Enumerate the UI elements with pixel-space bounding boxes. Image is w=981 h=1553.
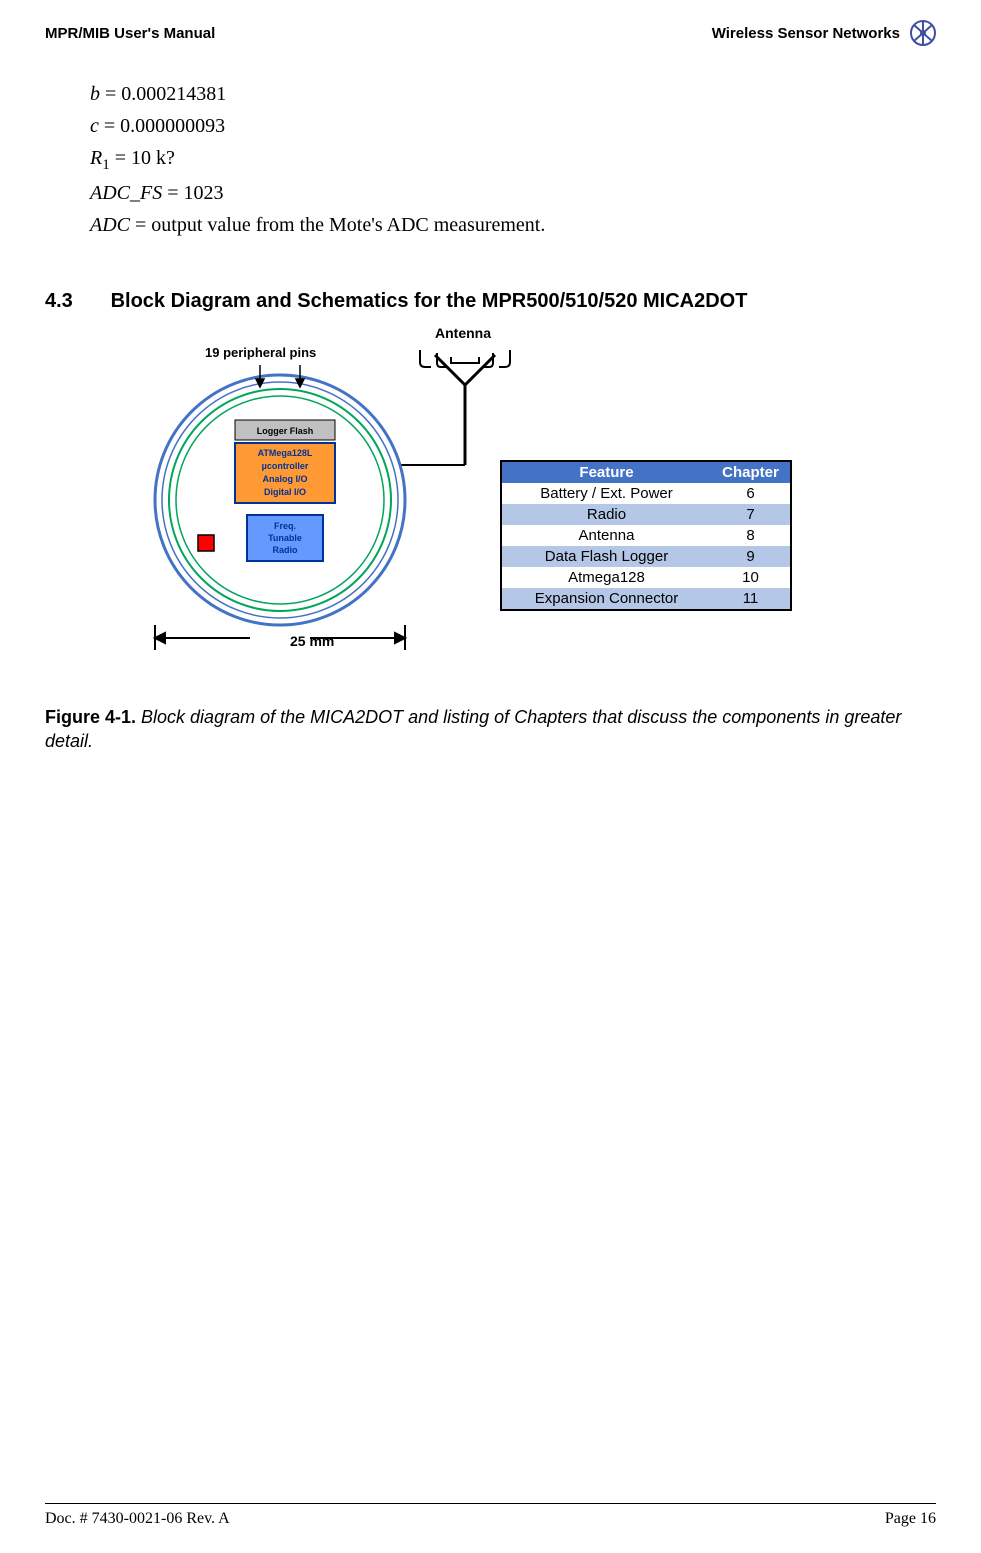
cell-chapter: 6 xyxy=(711,483,791,504)
figure-caption: Figure 4-1. Block diagram of the MICA2DO… xyxy=(45,705,936,754)
svg-text:Freq.: Freq. xyxy=(274,521,296,531)
table-row: Atmega12810 xyxy=(501,567,791,588)
cell-chapter: 8 xyxy=(711,525,791,546)
eq-adc: ADC = output value from the Mote's ADC m… xyxy=(90,209,545,241)
cell-chapter: 11 xyxy=(711,588,791,610)
eq-c: c = 0.000000093 xyxy=(90,110,545,142)
diagram-svg: Logger Flash ATMega128L µcontroller Anal… xyxy=(135,325,515,665)
svg-text:Tunable: Tunable xyxy=(268,533,302,543)
figure-text: Block diagram of the MICA2DOT and listin… xyxy=(45,707,901,751)
table-row: Expansion Connector11 xyxy=(501,588,791,610)
svg-text:Analog I/O: Analog I/O xyxy=(263,474,308,484)
header-right-text: Wireless Sensor Networks xyxy=(712,25,900,42)
sensor-logo-icon xyxy=(910,20,936,46)
footer-docnum: Doc. # 7430-0021-06 Rev. A xyxy=(45,1510,230,1528)
cell-feature: Radio xyxy=(501,504,711,525)
cell-feature: Data Flash Logger xyxy=(501,546,711,567)
section-heading: 4.3 Block Diagram and Schematics for the… xyxy=(45,290,747,313)
eq-b: b = 0.000214381 xyxy=(90,78,545,110)
equation-block: b = 0.000214381 c = 0.000000093 R1 = 10 … xyxy=(90,78,545,241)
svg-text:µcontroller: µcontroller xyxy=(262,461,309,471)
feature-chapter-table: Feature Chapter Battery / Ext. Power6Rad… xyxy=(500,460,792,611)
col-feature: Feature xyxy=(501,461,711,483)
col-chapter: Chapter xyxy=(711,461,791,483)
page-footer: Doc. # 7430-0021-06 Rev. A Page 16 xyxy=(45,1503,936,1528)
svg-text:ATMega128L: ATMega128L xyxy=(258,448,313,458)
antenna-label: Antenna xyxy=(435,325,491,341)
cell-chapter: 7 xyxy=(711,504,791,525)
page-header: MPR/MIB User's Manual Wireless Sensor Ne… xyxy=(45,20,936,46)
header-left: MPR/MIB User's Manual xyxy=(45,25,215,42)
table-header-row: Feature Chapter xyxy=(501,461,791,483)
eq-r1: R1 = 10 k? xyxy=(90,142,545,177)
figure-label: Figure 4-1. xyxy=(45,707,141,727)
header-right-group: Wireless Sensor Networks xyxy=(712,20,936,46)
footer-pagenum: Page 16 xyxy=(885,1510,936,1528)
cell-feature: Atmega128 xyxy=(501,567,711,588)
svg-text:Radio: Radio xyxy=(272,545,298,555)
cell-chapter: 10 xyxy=(711,567,791,588)
cell-feature: Expansion Connector xyxy=(501,588,711,610)
cell-chapter: 9 xyxy=(711,546,791,567)
block-diagram: Antenna 19 peripheral pins xyxy=(135,325,515,665)
svg-text:Digital I/O: Digital I/O xyxy=(264,487,306,497)
svg-text:Logger Flash: Logger Flash xyxy=(257,426,314,436)
eq-adcfs: ADC_FS = 1023 xyxy=(90,177,545,209)
table-row: Antenna8 xyxy=(501,525,791,546)
section-title: Block Diagram and Schematics for the MPR… xyxy=(111,290,748,312)
table-row: Battery / Ext. Power6 xyxy=(501,483,791,504)
table-row: Data Flash Logger9 xyxy=(501,546,791,567)
section-number: 4.3 xyxy=(45,290,105,313)
dimension-label: 25 mm xyxy=(290,633,334,649)
table-row: Radio7 xyxy=(501,504,791,525)
pins-label: 19 peripheral pins xyxy=(205,345,316,360)
cell-feature: Antenna xyxy=(501,525,711,546)
cell-feature: Battery / Ext. Power xyxy=(501,483,711,504)
